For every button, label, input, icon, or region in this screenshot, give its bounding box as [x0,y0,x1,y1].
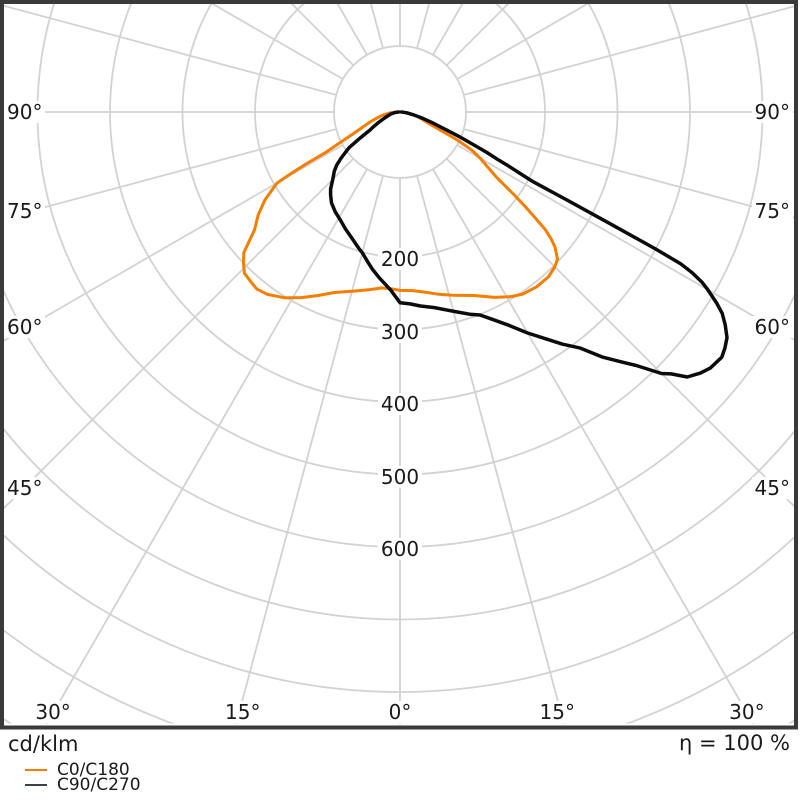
angle-label-bottom-2: 0° [385,701,415,723]
radial-tick-label-600: 600 [377,538,423,560]
angle-label-right-45: 45° [751,477,793,499]
grid-spoke [446,158,795,508]
curve-c0-c180 [242,110,559,300]
grid-spoke [456,4,589,80]
grid-spoke [463,5,795,96]
radial-tick-label-400: 400 [377,393,423,415]
grid-spoke [336,4,368,56]
curve-c90-c270 [328,110,729,379]
grid-spoke [370,4,384,49]
angle-label-left-75: 75° [4,200,46,223]
radial-tick-label-300: 300 [377,320,423,343]
grid-spoke [416,4,430,49]
grid-spoke [4,128,337,220]
angle-label-bottom-4: 30° [726,701,768,723]
plot-frame [0,0,798,730]
angle-label-bottom-1: 15° [222,701,264,723]
legend-item-c0-c180: C0/C180 [25,759,130,780]
grid-spoke [45,168,368,724]
grid-spoke [432,168,755,724]
angle-label-right-75: 75° [751,200,793,223]
grid-spoke [4,158,354,510]
legend-item-c90-c270: C90/C270 [25,774,141,795]
legend-label-c90-c270: C90/C270 [57,774,141,795]
grid-spoke [463,128,795,219]
radial-units-label: cd/klm [8,732,79,756]
angle-label-left-60: 60° [4,316,46,339]
angle-label-bottom-0: 30° [32,701,74,723]
angle-label-right-60: 60° [751,316,793,339]
legend-label-c0-c180: C0/C180 [57,759,130,780]
angle-label-bottom-3: 15° [536,701,578,723]
angle-label-left-45: 45° [4,477,46,499]
efficiency-label: η = 100 % [679,731,790,755]
grid-spoke [432,4,464,56]
angle-label-left-90: 90° [4,101,46,123]
legend-swatch-c90-c270 [25,784,47,786]
radial-tick-label-500: 500 [377,465,423,488]
grid-spoke [416,175,565,724]
legend-swatch-c0-c180 [25,769,47,771]
angle-label-right-90: 90° [751,101,793,123]
grid-spoke [4,144,344,342]
grid-spoke [4,4,337,96]
radial-tick-label-200: 200 [377,248,423,270]
grid-spoke [211,4,344,80]
